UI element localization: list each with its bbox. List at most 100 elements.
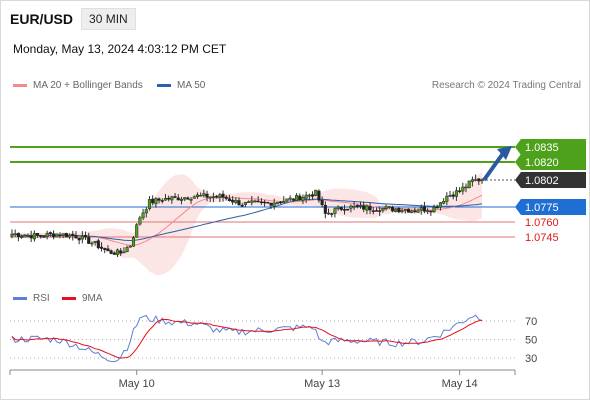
level-label-1.0775: 1.0775 xyxy=(515,199,586,215)
timeframe-button[interactable]: 30 MIN xyxy=(81,8,136,30)
candle xyxy=(80,235,84,240)
chart-header: EUR/USD 30 MIN xyxy=(10,8,136,30)
candle xyxy=(310,194,315,197)
candle xyxy=(295,195,299,201)
timestamp: Monday, May 13, 2024 4:03:12 PM CET xyxy=(13,42,227,56)
candle xyxy=(151,198,155,204)
level-text-1.0760: 1.0760 xyxy=(525,217,559,229)
candle xyxy=(400,210,404,212)
x-tick-label: May 14 xyxy=(442,378,478,390)
level-text-1.0775: 1.0775 xyxy=(525,202,559,214)
candle xyxy=(438,202,442,208)
level-box-1.0835 xyxy=(515,139,586,155)
candle xyxy=(83,235,88,238)
x-tick-label: May 13 xyxy=(304,378,340,390)
credit-text: Research © 2024 Trading Central xyxy=(431,80,581,91)
candle xyxy=(202,193,206,196)
candle xyxy=(422,206,426,212)
candle xyxy=(291,198,295,201)
candle xyxy=(125,247,129,253)
candle xyxy=(163,198,168,201)
candle xyxy=(477,178,481,182)
candle xyxy=(266,202,270,204)
candle xyxy=(90,242,94,245)
candle xyxy=(323,204,327,214)
candle xyxy=(128,245,132,248)
candle xyxy=(298,195,302,201)
candle xyxy=(122,251,126,254)
candle xyxy=(147,199,152,210)
ma20-swatch xyxy=(13,84,27,87)
candle xyxy=(211,196,215,198)
candle xyxy=(173,196,177,198)
rsi-tick-30: 30 xyxy=(525,353,537,365)
candle xyxy=(77,237,81,241)
candle xyxy=(301,197,305,201)
candle xyxy=(336,206,340,210)
candle xyxy=(282,200,286,204)
candle xyxy=(96,240,100,249)
candle xyxy=(461,186,465,192)
candle xyxy=(64,233,68,238)
candle xyxy=(432,207,436,212)
candle xyxy=(227,198,231,201)
candle xyxy=(68,234,72,238)
candle xyxy=(170,196,174,201)
legend-ma20: MA 20 + Bollinger Bands xyxy=(13,80,143,91)
candle xyxy=(186,197,190,200)
level-text-1.0802: 1.0802 xyxy=(525,175,559,187)
candle xyxy=(467,180,471,189)
candle xyxy=(397,207,401,213)
candle xyxy=(419,207,423,211)
candle xyxy=(112,252,116,255)
candle xyxy=(272,202,276,207)
bollinger-band-area xyxy=(12,172,482,276)
rsi-label: RSI xyxy=(33,293,50,304)
level-label-1.0802: 1.0802 xyxy=(515,172,586,188)
candle xyxy=(365,205,369,211)
candle xyxy=(208,196,212,199)
candle xyxy=(304,194,308,199)
candle xyxy=(314,189,318,196)
candle xyxy=(416,210,420,213)
level-box-1.0802 xyxy=(515,172,586,188)
candle xyxy=(131,237,136,247)
legend-9ma: 9MA xyxy=(62,293,103,304)
level-label-1.0820: 1.0820 xyxy=(515,154,586,170)
candle xyxy=(71,233,75,236)
candle xyxy=(474,179,478,181)
ma20-label: MA 20 + Bollinger Bands xyxy=(33,80,143,91)
candle xyxy=(55,233,59,238)
rsi-9ma-line xyxy=(11,318,483,359)
candle xyxy=(115,249,120,255)
x-tick-label: May 10 xyxy=(119,378,155,390)
candle xyxy=(157,198,161,201)
candle xyxy=(368,206,372,211)
candle xyxy=(23,235,27,238)
candle xyxy=(384,206,388,209)
candle xyxy=(355,205,359,207)
candle xyxy=(413,210,417,212)
candle xyxy=(154,198,158,205)
level-label-1.0760: 1.0760 xyxy=(525,217,559,229)
candle xyxy=(215,195,219,198)
candle xyxy=(464,186,468,189)
candle xyxy=(224,196,228,199)
candle xyxy=(26,234,30,237)
candle xyxy=(45,233,49,237)
candle xyxy=(263,201,267,204)
ma50-swatch xyxy=(157,84,171,87)
candle xyxy=(374,210,379,212)
candle xyxy=(458,190,462,192)
candle xyxy=(342,209,347,211)
candle xyxy=(199,194,203,197)
candle xyxy=(221,193,225,198)
candle xyxy=(445,195,449,202)
candle xyxy=(48,232,52,234)
legend-rsi: RSI xyxy=(13,293,50,304)
candle xyxy=(16,232,20,238)
candle xyxy=(317,190,321,201)
candle xyxy=(358,205,363,207)
candle xyxy=(333,208,337,214)
